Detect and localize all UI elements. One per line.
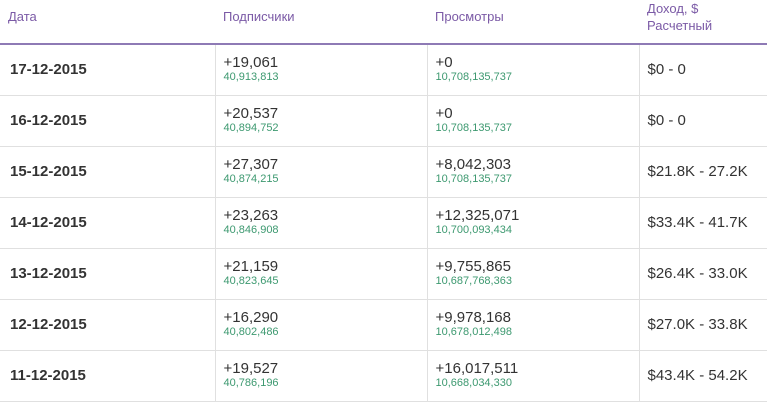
subscribers-total: 40,894,752 <box>223 122 279 134</box>
date-cell: 13-12-2015 <box>0 248 215 300</box>
views-cell: +0 10,708,135,737 <box>426 95 639 147</box>
date-value: 17-12-2015 <box>10 61 87 79</box>
header-subscribers[interactable]: Подписчики <box>215 0 427 45</box>
subscribers-total: 40,786,196 <box>223 377 279 389</box>
subscribers-delta: +20,537 <box>223 105 279 122</box>
views-delta: +8,042,303 <box>435 156 512 173</box>
subscribers-cell: +19,527 40,786,196 <box>214 350 427 402</box>
views-total: 10,678,012,498 <box>435 326 512 338</box>
table-row: 17-12-2015 +19,061 40,913,813 +0 10,708,… <box>0 44 767 96</box>
subscribers-cell: +19,061 40,913,813 <box>214 44 427 96</box>
header-income-sublabel: Расчетный <box>647 18 713 33</box>
views-cell: +0 10,708,135,737 <box>426 44 639 96</box>
subscribers-total: 40,874,215 <box>223 173 279 185</box>
header-views[interactable]: Просмотры <box>427 0 639 45</box>
date-value: 14-12-2015 <box>10 214 87 231</box>
date-value: 11-12-2015 <box>10 367 86 384</box>
table-row: 15-12-2015 +27,307 40,874,215 +8,042,303… <box>0 146 767 198</box>
views-delta: +16,017,511 <box>435 360 519 377</box>
income-value: $0 - 0 <box>647 112 686 129</box>
date-value: 16-12-2015 <box>10 112 87 129</box>
views-cell: +8,042,303 10,708,135,737 <box>426 146 639 198</box>
income-cell: $0 - 0 <box>638 44 767 96</box>
income-cell: $27.0K - 33.8K <box>638 299 767 351</box>
views-total: 10,668,034,330 <box>435 377 512 389</box>
subscribers-delta: +16,290 <box>223 309 279 326</box>
income-value: $0 - 0 <box>647 61 686 79</box>
date-cell: 16-12-2015 <box>0 95 215 147</box>
subscribers-cell: +23,263 40,846,908 <box>214 197 427 249</box>
header-income[interactable]: Доход, $ Расчетный <box>639 0 767 45</box>
table-row: 13-12-2015 +21,159 40,823,645 +9,755,865… <box>0 248 767 300</box>
views-delta: +12,325,071 <box>435 207 520 224</box>
subscribers-total: 40,802,486 <box>223 326 279 338</box>
income-cell: $0 - 0 <box>638 95 767 147</box>
subscribers-delta: +27,307 <box>223 156 279 173</box>
subscribers-cell: +21,159 40,823,645 <box>214 248 427 300</box>
income-cell: $43.4K - 54.2K <box>638 350 767 402</box>
views-total: 10,700,093,434 <box>435 224 512 236</box>
subscribers-total: 40,823,645 <box>223 275 279 287</box>
date-value: 15-12-2015 <box>10 163 87 180</box>
subscribers-delta: +19,527 <box>223 360 279 377</box>
date-cell: 11-12-2015 <box>0 350 215 402</box>
table-row: 14-12-2015 +23,263 40,846,908 +12,325,07… <box>0 197 767 249</box>
income-value: $43.4K - 54.2K <box>647 367 748 384</box>
subscribers-total: 40,846,908 <box>223 224 279 236</box>
subscribers-delta: +19,061 <box>223 54 279 72</box>
income-value: $33.4K - 41.7K <box>647 214 748 231</box>
table-row: 16-12-2015 +20,537 40,894,752 +0 10,708,… <box>0 95 767 147</box>
date-cell: 12-12-2015 <box>0 299 215 351</box>
views-delta: +0 <box>435 54 453 72</box>
views-delta: +9,978,168 <box>435 309 512 326</box>
views-cell: +9,755,865 10,687,768,363 <box>426 248 639 300</box>
views-total: 10,687,768,363 <box>435 275 512 287</box>
table-row: 11-12-2015 +19,527 40,786,196 +16,017,51… <box>0 350 767 402</box>
income-value: $27.0K - 33.8K <box>647 316 748 333</box>
views-total: 10,708,135,737 <box>435 71 512 84</box>
views-total: 10,708,135,737 <box>435 122 512 134</box>
views-delta: +9,755,865 <box>435 258 512 275</box>
header-row: Дата Подписчики Просмотры Доход, $ Расче… <box>0 0 767 45</box>
income-cell: $33.4K - 41.7K <box>638 197 767 249</box>
views-delta: +0 <box>435 105 453 122</box>
date-cell: 14-12-2015 <box>0 197 215 249</box>
subscribers-cell: +20,537 40,894,752 <box>214 95 427 147</box>
date-value: 13-12-2015 <box>10 265 87 282</box>
header-income-label: Доход, $ <box>647 1 699 16</box>
views-cell: +9,978,168 10,678,012,498 <box>426 299 639 351</box>
date-cell: 17-12-2015 <box>0 44 215 96</box>
date-value: 12-12-2015 <box>10 316 87 333</box>
views-cell: +12,325,071 10,700,093,434 <box>426 197 639 249</box>
views-cell: +16,017,511 10,668,034,330 <box>426 350 639 402</box>
subscribers-total: 40,913,813 <box>223 71 279 84</box>
views-total: 10,708,135,737 <box>435 173 512 185</box>
income-value: $21.8K - 27.2K <box>647 163 748 180</box>
income-cell: $21.8K - 27.2K <box>638 146 767 198</box>
header-date[interactable]: Дата <box>0 0 215 45</box>
date-cell: 15-12-2015 <box>0 146 215 198</box>
subscribers-delta: +21,159 <box>223 258 279 275</box>
table-row: 12-12-2015 +16,290 40,802,486 +9,978,168… <box>0 299 767 351</box>
income-cell: $26.4K - 33.0K <box>638 248 767 300</box>
subscribers-delta: +23,263 <box>223 207 279 224</box>
income-value: $26.4K - 33.0K <box>647 265 748 282</box>
subscribers-cell: +16,290 40,802,486 <box>214 299 427 351</box>
subscribers-cell: +27,307 40,874,215 <box>214 146 427 198</box>
